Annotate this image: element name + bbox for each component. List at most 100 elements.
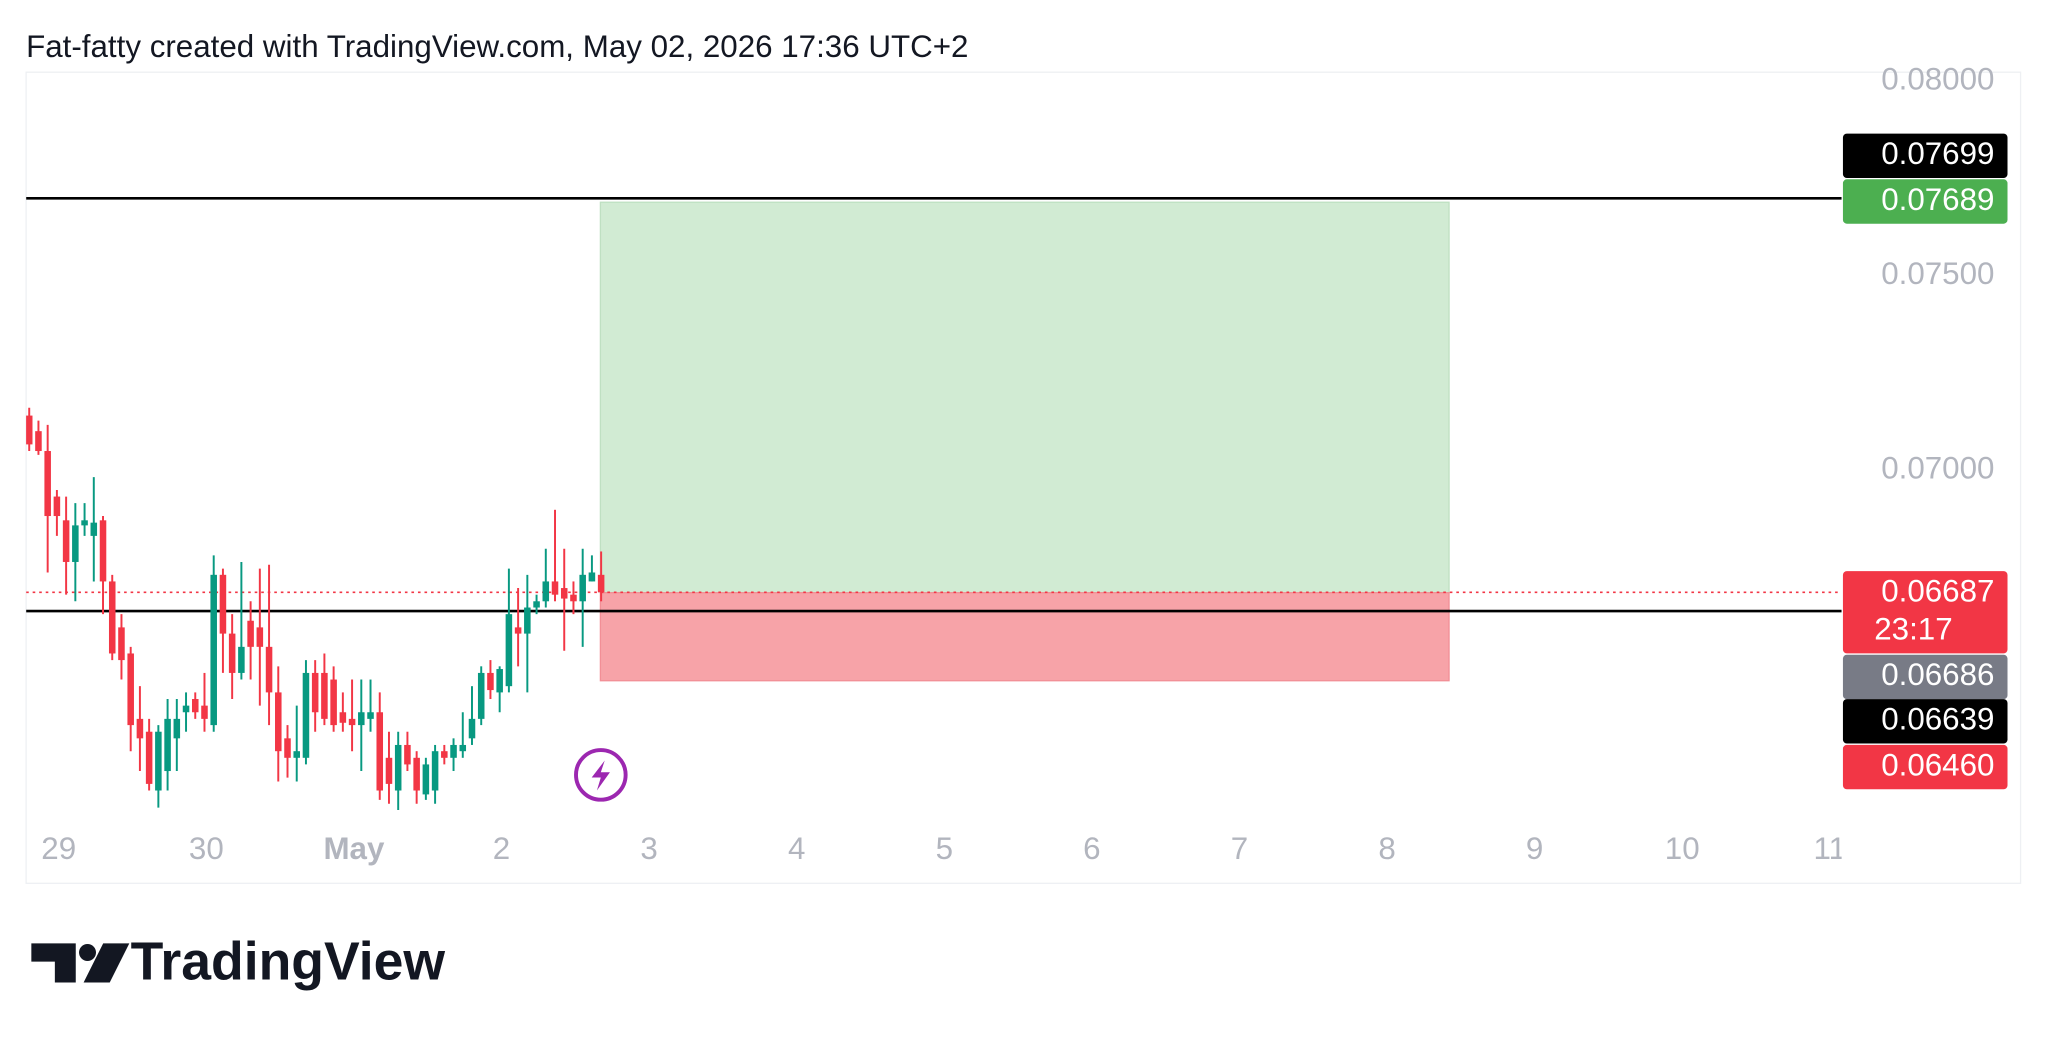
candle-body [62,520,70,562]
x-tick-group: 29 30 May 2 3 4 5 6 7 8 9 10 11 [41,831,1847,866]
price-label-box [1842,699,2008,744]
y-tick-label: 0.07000 [1881,451,1994,486]
candle-body [441,751,448,758]
price-label: 0.06686 [1881,657,1994,692]
plot-area [26,197,1842,810]
price-label: 0.06639 [1881,702,1994,737]
candle-body [477,672,485,719]
price-label: 0.07689 [1881,182,1994,217]
candle-body [81,520,88,526]
candle-body [182,705,190,713]
candle-body [256,627,264,647]
candle-body [560,588,568,599]
candle-body [385,757,393,784]
candle-body [293,751,300,758]
candle-body [330,679,337,726]
x-tick-label: 6 [1083,831,1100,866]
x-tick-label: 8 [1378,831,1395,866]
candle-body [90,522,98,536]
candle-body [597,574,605,593]
candle-body [533,601,540,608]
price-label-box [1842,179,2008,224]
candle-body [367,712,374,719]
axes: 0.08000 0.07500 0.07000 29 30 May 2 3 4 5 6 7 8 9 10 11… [41,61,2008,866]
candle-body [487,672,494,691]
candle-body [358,712,365,726]
candle-body [394,744,402,791]
candle-body [514,627,522,634]
candle-body [219,574,227,634]
candle-body [265,646,273,693]
candle-body [53,496,61,517]
price-label-box [1842,744,2008,790]
candle-body [570,594,577,602]
price-label: 0.07699 [1881,136,1994,171]
candle-body [505,614,513,687]
candle-body [311,672,319,713]
candle-body [321,672,328,719]
candle-body [551,581,559,595]
candle-body [468,718,476,739]
alert-icon [574,748,628,802]
candle-body [376,712,384,791]
candle-body [210,574,217,726]
x-tick-label: May [323,831,385,866]
candle-body [284,738,291,758]
candle-body [450,744,457,758]
candle-body [228,633,236,673]
y-tick-label: 0.07500 [1881,256,1994,291]
candle-body [155,731,162,791]
candle-body [247,620,254,647]
candle-body [99,520,107,582]
candle-body [191,699,199,713]
candle-body [108,581,116,654]
candle-body [542,581,550,602]
candle-body [26,415,33,445]
logo-text: TradingView [131,933,446,992]
profit-zone [599,201,1450,594]
logo: TradingView [31,933,445,992]
x-tick-label: 30 [189,831,224,866]
candle-body [413,757,420,791]
price-label: 0.06687 [1881,574,1994,609]
loss-zone [599,592,1450,682]
candle-body [173,718,181,739]
candle-body [579,574,586,602]
candle-body [459,744,467,752]
candle-body [201,705,208,719]
x-tick-label: 11 [1814,831,1847,866]
candle-body [339,712,347,723]
price-label: 0.06460 [1881,747,1994,782]
candle-body [44,451,51,517]
candle-body [404,744,411,765]
candle-body [496,669,503,693]
candle-body [588,572,596,582]
candle-body [72,525,79,562]
candle-body [35,431,42,452]
candle-body [238,646,245,673]
candle-body [302,672,310,758]
candle-body [127,653,134,726]
candle-body [431,751,439,791]
x-tick-label: 10 [1665,831,1700,866]
x-tick-label: 7 [1231,831,1248,866]
x-tick-label: 9 [1526,831,1543,866]
y-tick-label: 0.08000 [1881,61,1994,96]
chart-title: Fat-fatty created with TradingView.com, … [26,29,968,64]
candle-body [164,718,171,772]
price-label-box [1842,654,2008,700]
x-tick-label: 4 [788,831,805,866]
candle-body [136,718,144,739]
candle-body [275,692,282,752]
x-tick-label: 29 [41,831,76,866]
candle-body [524,607,531,634]
x-tick-label: 3 [640,831,657,866]
price-label-box [1842,571,2008,654]
price-label-box [1842,133,2008,178]
countdown-label: 23:17 [1874,611,1952,646]
x-tick-label: 2 [493,831,510,866]
x-tick-label: 5 [936,831,953,866]
candle-body [145,731,153,784]
